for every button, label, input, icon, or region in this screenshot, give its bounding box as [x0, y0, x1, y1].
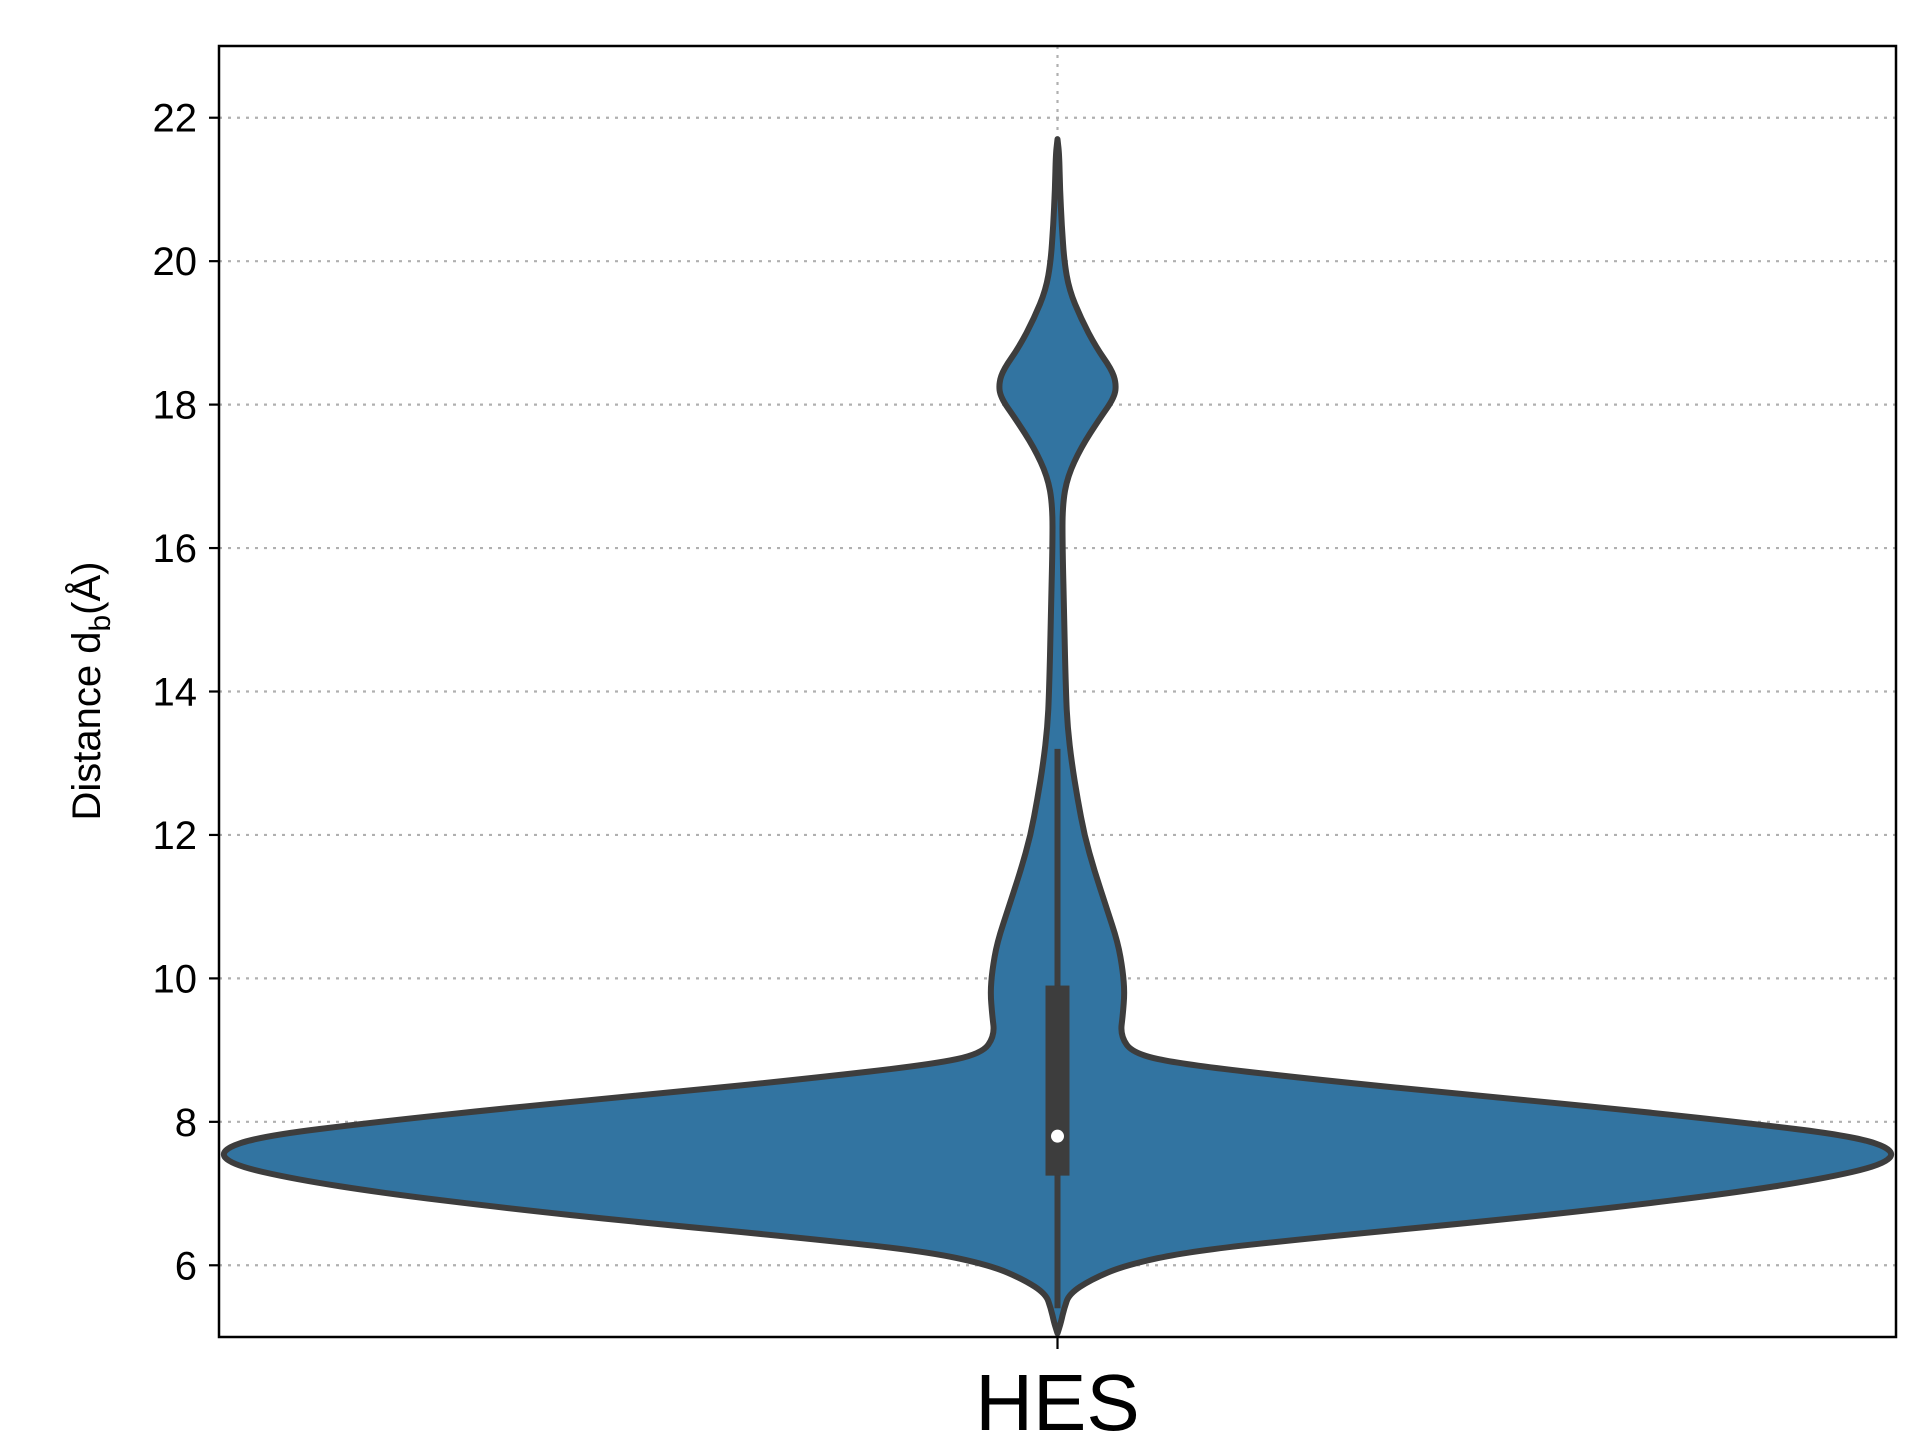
- y-tick-label-18: 18: [153, 384, 198, 428]
- y-tick-label-14: 14: [153, 671, 198, 715]
- y-tick-label-20: 20: [153, 240, 198, 284]
- y-axis-label-unit: (Å): [64, 562, 109, 615]
- x-tick-label-0: HES: [975, 1358, 1140, 1440]
- median-dot-0: [1051, 1129, 1064, 1143]
- y-tick-label-10: 10: [153, 957, 198, 1001]
- y-tick-label-12: 12: [153, 814, 198, 858]
- y-tick-label-6: 6: [175, 1244, 197, 1288]
- y-axis-label-main: Distance d: [65, 632, 109, 821]
- y-axis-ticks: 6 8 10 12 14 16 18 20 22: [153, 97, 219, 1288]
- y-tick-label-8: 8: [175, 1101, 197, 1145]
- violin-layer: [220, 136, 1895, 1337]
- iqr-box-0: [1045, 985, 1070, 1176]
- y-tick-label-16: 16: [153, 527, 198, 571]
- x-axis-ticks: HES: [975, 1337, 1140, 1440]
- y-axis-label-subscript: b: [84, 615, 117, 632]
- y-tick-label-22: 22: [153, 97, 198, 141]
- violin-body-0: [220, 136, 1895, 1337]
- inner-box-layer: [1045, 748, 1070, 1309]
- y-axis-label: Distance db(Å): [64, 562, 117, 821]
